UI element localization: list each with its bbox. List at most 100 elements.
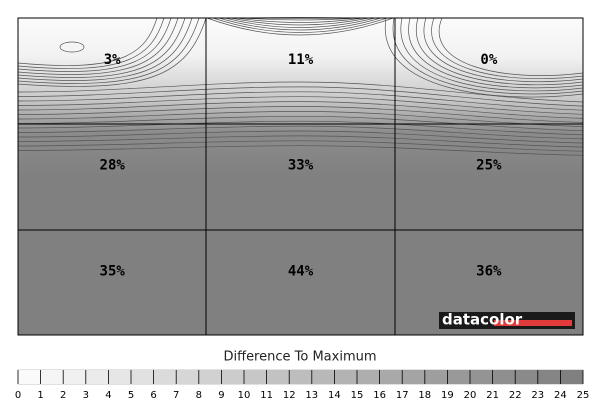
tick-label: 16 — [373, 390, 386, 401]
contours — [17, 17, 584, 156]
tick-label: 21 — [486, 390, 499, 401]
contour-line — [17, 81, 584, 103]
tick-label: 7 — [173, 390, 179, 401]
contour-line — [17, 145, 584, 156]
contour-line — [17, 96, 584, 115]
contour-line — [17, 17, 172, 72]
colorbar-swatch — [424, 370, 448, 384]
contour-line — [400, 17, 584, 92]
cell-label: 33% — [288, 158, 314, 174]
tick-label: 11 — [260, 390, 273, 401]
logo: datacolor — [439, 311, 575, 329]
tick-label: 19 — [441, 390, 454, 401]
tick-label: 0 — [15, 390, 21, 401]
contour-line — [230, 17, 370, 26]
contour-line — [17, 17, 193, 81]
tick-label: 24 — [554, 390, 567, 401]
contour-line — [17, 91, 584, 111]
colorbar-swatch — [176, 370, 199, 384]
contour-line — [17, 17, 165, 69]
tick-label: 12 — [283, 390, 296, 401]
colorbar-swatch — [334, 370, 357, 384]
contour-line — [242, 17, 358, 21]
tick-label: 8 — [196, 390, 202, 401]
tick-label: 10 — [238, 390, 251, 401]
contour-line — [17, 17, 207, 87]
colorbar-swatch — [289, 370, 312, 384]
colorbar-swatch — [63, 370, 86, 384]
tick-label: 6 — [150, 390, 156, 401]
contour-line — [17, 17, 200, 84]
contour-line — [17, 17, 158, 66]
cell-label: 3% — [104, 52, 121, 68]
contour-line — [17, 106, 584, 123]
contour-line — [384, 17, 584, 98]
contour-line — [438, 17, 584, 76]
cell-label: 11% — [288, 52, 314, 68]
colorbar-swatch — [379, 370, 403, 384]
colorbar-swatch — [108, 370, 131, 384]
tick-label: 2 — [60, 390, 66, 401]
contour-line — [17, 101, 584, 119]
cell-label: 44% — [288, 263, 314, 279]
contour-line — [17, 111, 584, 127]
tick-label: 3 — [83, 390, 89, 401]
cell-label: 28% — [100, 158, 126, 174]
contour-line — [17, 140, 584, 152]
colorbar-swatch — [560, 370, 583, 384]
colorbar-swatch — [198, 370, 222, 384]
contour-line — [17, 115, 584, 132]
tick-label: 13 — [305, 390, 318, 401]
colorbar-swatch — [447, 370, 470, 384]
colorbar-swatch — [311, 370, 335, 384]
tick-label: 23 — [531, 390, 544, 401]
contour-line — [17, 17, 179, 75]
colorbar-swatch — [402, 370, 425, 384]
cell-label: 25% — [476, 158, 502, 174]
contour-line — [236, 17, 364, 23]
colorbar-swatch — [18, 370, 41, 384]
colorbar-title: Difference To Maximum — [223, 350, 376, 365]
colorbar-swatch — [537, 370, 561, 384]
colorbar-swatch — [244, 370, 267, 384]
colorbar-swatch — [221, 370, 244, 384]
contour-line — [408, 17, 584, 89]
contour-line — [17, 17, 186, 78]
tick-label: 9 — [218, 390, 224, 401]
colorbar-swatch — [85, 370, 109, 384]
tick-label: 4 — [105, 390, 111, 401]
colorbar-swatch — [131, 370, 154, 384]
contour-line — [17, 86, 584, 107]
contour-line — [17, 125, 584, 140]
contour-line — [423, 17, 584, 83]
contour-line — [218, 17, 382, 31]
colorbar-swatch — [492, 370, 516, 384]
colorbar-swatch — [266, 370, 290, 384]
colorbar-swatch — [153, 370, 177, 384]
tick-label: 1 — [37, 390, 43, 401]
tick-label: 18 — [418, 390, 431, 401]
grid — [17, 17, 584, 336]
contour-line — [17, 130, 584, 144]
contour-line — [212, 17, 388, 33]
logo-text: datacolor — [442, 311, 523, 329]
contour-line — [17, 120, 584, 136]
contour-line — [431, 17, 584, 79]
contour-line — [206, 17, 394, 36]
colorbar-swatch — [357, 370, 380, 384]
colorbar-swatch — [470, 370, 493, 384]
colorbar-swatch — [515, 370, 538, 384]
contour-line — [415, 17, 584, 86]
tick-label: 20 — [464, 390, 477, 401]
tick-label: 17 — [396, 390, 409, 401]
tick-label: 22 — [509, 390, 522, 401]
tick-label: 15 — [351, 390, 364, 401]
cell-label: 0% — [480, 52, 497, 68]
tick-label: 14 — [328, 390, 341, 401]
contour-line — [224, 17, 376, 28]
colorbar-swatch — [40, 370, 64, 384]
cell-label: 35% — [100, 263, 126, 279]
tick-label: 25 — [577, 390, 590, 401]
tick-label: 5 — [128, 390, 134, 401]
